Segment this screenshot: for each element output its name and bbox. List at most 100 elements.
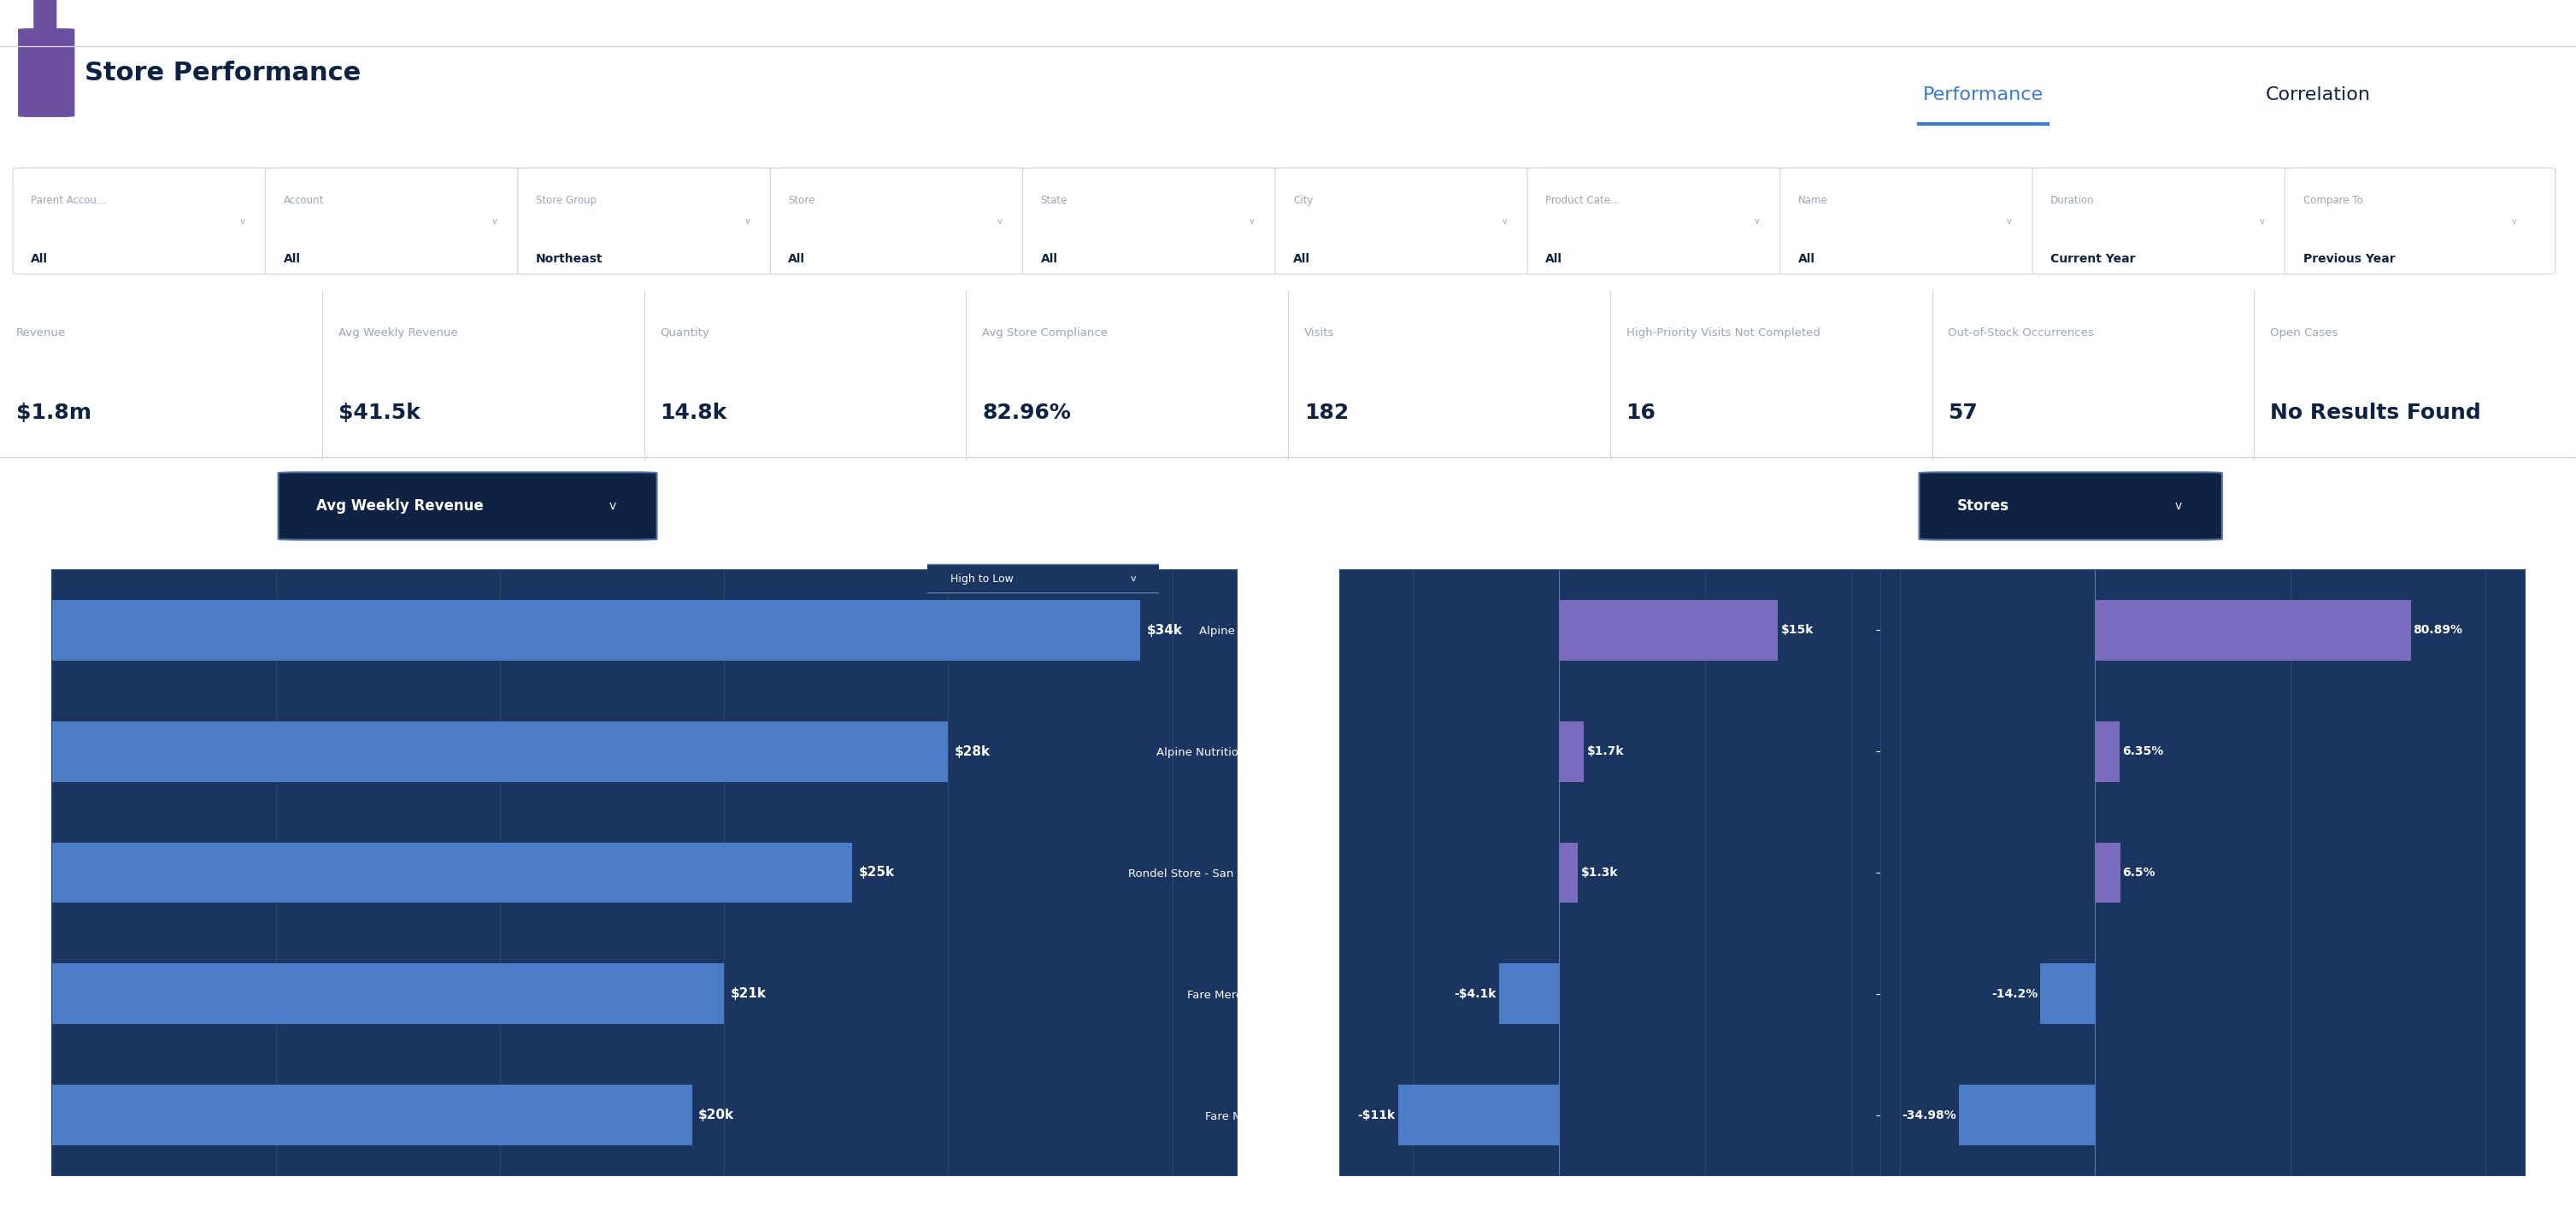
Text: Avg Weekly Revenue: Avg Weekly Revenue <box>337 327 459 339</box>
Bar <box>2094 842 2120 903</box>
Bar <box>1558 842 1579 903</box>
Text: 16: 16 <box>1625 402 1656 423</box>
Bar <box>2040 964 2094 1024</box>
Text: 57: 57 <box>1947 402 1978 423</box>
Text: -14.2%: -14.2% <box>1991 988 2038 1000</box>
Text: Performance: Performance <box>1924 86 2043 103</box>
Text: All: All <box>283 253 301 264</box>
Text: All: All <box>1041 253 1059 264</box>
FancyBboxPatch shape <box>2285 168 2555 274</box>
Text: Avg Weekly Revenue: Avg Weekly Revenue <box>317 498 484 514</box>
Text: $20k: $20k <box>698 1109 734 1121</box>
Text: Revenue: Revenue <box>15 327 67 339</box>
Text: Store: Store <box>788 195 814 206</box>
Bar <box>1958 1085 2094 1145</box>
Text: Open Cases: Open Cases <box>2269 327 2339 339</box>
FancyBboxPatch shape <box>1528 168 1798 274</box>
Text: Stores: Stores <box>1958 498 2009 514</box>
Text: State: State <box>1041 195 1066 206</box>
Text: Change in Avg Weekly Revenue: Change in Avg Weekly Revenue <box>1582 548 1808 564</box>
Text: No Results Found: No Results Found <box>2269 402 2481 423</box>
Bar <box>1399 1085 1558 1145</box>
Text: v: v <box>744 217 750 225</box>
Text: $21k: $21k <box>732 988 768 1000</box>
Text: High-Priority Visits Not Completed: High-Priority Visits Not Completed <box>1625 327 1821 339</box>
Text: v: v <box>1249 217 1255 225</box>
Bar <box>52 1085 693 1145</box>
Bar <box>1558 721 1584 782</box>
FancyBboxPatch shape <box>1275 168 1546 274</box>
Bar <box>1558 600 1777 661</box>
Text: All: All <box>1798 253 1816 264</box>
FancyBboxPatch shape <box>1023 168 1293 274</box>
Text: 80.89%: 80.89% <box>2414 624 2463 636</box>
Text: 14.8k: 14.8k <box>659 402 726 423</box>
FancyBboxPatch shape <box>770 168 1041 274</box>
Text: 6.5%: 6.5% <box>2123 867 2156 879</box>
Text: Current Year: Current Year <box>2050 253 2136 264</box>
Text: Avg Store Compliance: Avg Store Compliance <box>981 327 1108 339</box>
Text: -$4.1k: -$4.1k <box>1453 988 1497 1000</box>
Bar <box>52 721 948 782</box>
Text: Product Cate...: Product Cate... <box>1546 195 1620 206</box>
Text: Duration: Duration <box>2050 195 2094 206</box>
Bar <box>52 964 724 1024</box>
Text: v: v <box>2007 217 2012 225</box>
FancyBboxPatch shape <box>518 168 788 274</box>
Text: v: v <box>2174 501 2182 511</box>
Text: All: All <box>1293 253 1311 264</box>
Text: Store Group: Store Group <box>536 195 598 206</box>
Text: -34.98%: -34.98% <box>1901 1109 1958 1121</box>
Text: All: All <box>788 253 806 264</box>
Text: 182: 182 <box>1303 402 1350 423</box>
Bar <box>2094 721 2120 782</box>
Text: v: v <box>2259 217 2264 225</box>
Text: High to Low: High to Low <box>951 573 1015 584</box>
FancyBboxPatch shape <box>265 168 536 274</box>
Text: $34k: $34k <box>1146 624 1182 636</box>
Text: 82.96%: 82.96% <box>981 402 1072 423</box>
Text: v: v <box>1754 217 1759 225</box>
Bar <box>1499 964 1558 1024</box>
Text: Previous Year: Previous Year <box>2303 253 2396 264</box>
Bar <box>2094 600 2411 661</box>
FancyBboxPatch shape <box>33 0 57 29</box>
Text: $15k: $15k <box>1780 624 1814 636</box>
Text: $1.3k: $1.3k <box>1582 867 1618 879</box>
Text: City: City <box>1293 195 1314 206</box>
Text: All: All <box>1546 253 1564 264</box>
Text: v: v <box>611 501 616 511</box>
FancyBboxPatch shape <box>18 28 75 118</box>
Text: View by: View by <box>1844 498 1899 514</box>
Text: Name: Name <box>1798 195 1829 206</box>
Text: Visits: Visits <box>1303 327 1334 339</box>
Bar <box>52 600 1141 661</box>
Text: v: v <box>492 217 497 225</box>
Text: Parent Accou...: Parent Accou... <box>31 195 106 206</box>
Text: $28k: $28k <box>956 745 992 758</box>
Text: $25k: $25k <box>858 867 894 879</box>
Text: v: v <box>240 217 245 225</box>
Text: v: v <box>997 217 1002 225</box>
FancyBboxPatch shape <box>278 473 657 539</box>
Text: v: v <box>1502 217 1507 225</box>
Text: Store Performance: Store Performance <box>85 61 361 85</box>
Text: Stores by Avg Weekly Revenue: Stores by Avg Weekly Revenue <box>348 548 567 564</box>
FancyBboxPatch shape <box>1919 473 2223 539</box>
Text: Quantity: Quantity <box>659 327 708 339</box>
Text: v: v <box>1131 574 1136 583</box>
Text: Show stores' performance by: Show stores' performance by <box>26 498 234 514</box>
FancyBboxPatch shape <box>13 168 283 274</box>
Text: $1.8m: $1.8m <box>15 402 90 423</box>
Text: Northeast: Northeast <box>536 253 603 264</box>
Text: $41.5k: $41.5k <box>337 402 420 423</box>
Text: $1.7k: $1.7k <box>1587 745 1623 758</box>
Bar <box>52 842 853 903</box>
Text: All: All <box>31 253 49 264</box>
Text: -$11k: -$11k <box>1358 1109 1396 1121</box>
Text: Correlation: Correlation <box>2267 86 2370 103</box>
Text: v: v <box>2512 217 2517 225</box>
FancyBboxPatch shape <box>1780 168 2050 274</box>
Text: Compare To: Compare To <box>2303 195 2362 206</box>
Text: Account: Account <box>283 195 325 206</box>
